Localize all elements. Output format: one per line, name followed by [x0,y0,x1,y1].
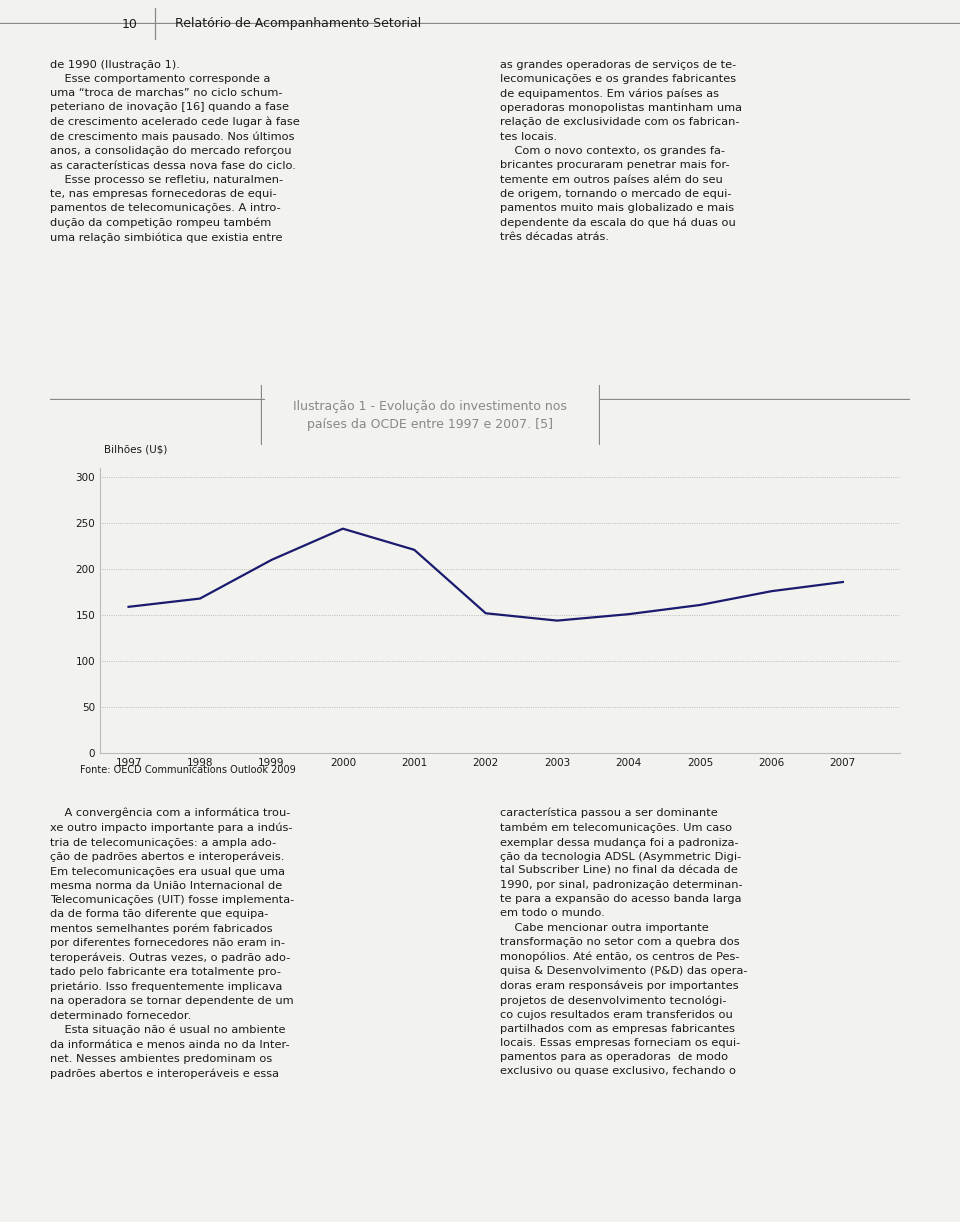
Text: Relatório de Acompanhamento Setorial: Relatório de Acompanhamento Setorial [175,17,421,31]
Text: Ilustração 1 - Evolução do investimento nos
países da OCDE entre 1997 e 2007. [5: Ilustração 1 - Evolução do investimento … [293,401,567,431]
Text: Fonte: OECD Communications Outlook 2009: Fonte: OECD Communications Outlook 2009 [80,765,296,775]
Text: característica passou a ser dominante
também em telecomunicações. Um caso
exempl: característica passou a ser dominante ta… [500,808,748,1077]
Text: Bilhões (U$): Bilhões (U$) [104,445,167,455]
Text: A convergência com a informática trou-
xe outro impacto importante para a indús-: A convergência com a informática trou- x… [50,808,295,1079]
Text: as grandes operadoras de serviços de te-
lecomunicações e os grandes fabricantes: as grandes operadoras de serviços de te-… [500,60,742,242]
Text: 10: 10 [122,17,138,31]
Text: de 1990 (Ilustração 1).
    Esse comportamento corresponde a
uma “troca de march: de 1990 (Ilustração 1). Esse comportamen… [50,60,300,243]
